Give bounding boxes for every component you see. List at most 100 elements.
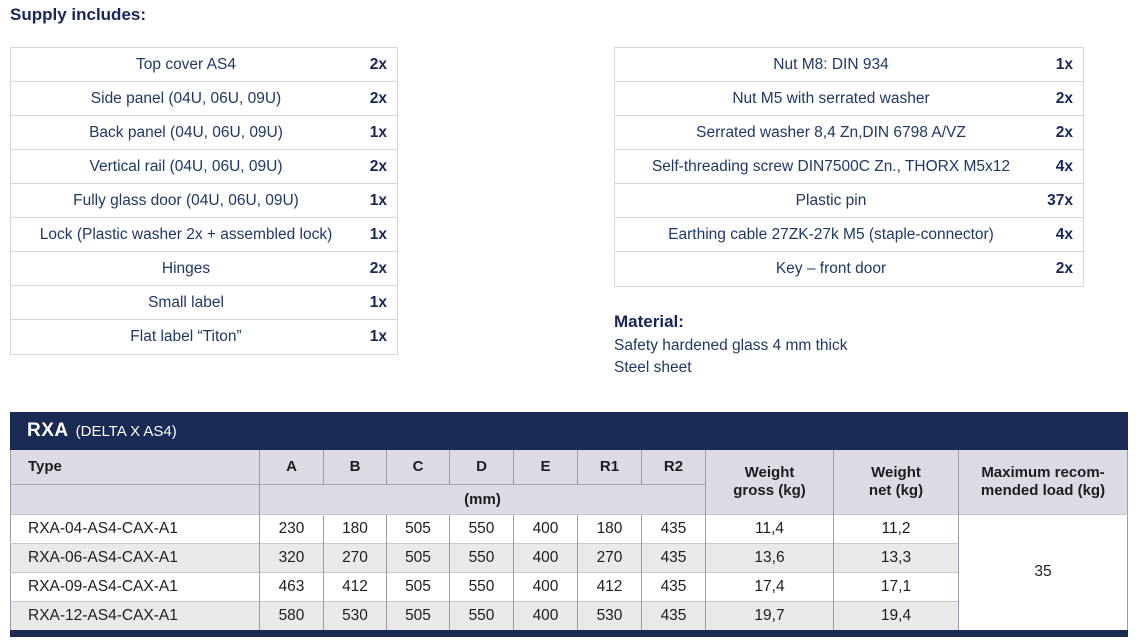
spec-row: RXA-12-AS4-CAX-A1 580 530 505 550 400 530 435 19… xyxy=(10,600,1128,630)
spec-dim-cell: 435 xyxy=(641,571,706,601)
col-header-weight-net: Weight net (kg) xyxy=(833,450,959,514)
spec-dim-cell: 435 xyxy=(641,542,706,572)
max-load-line2: mended load (kg) xyxy=(980,481,1106,499)
spec-dim-cell: 505 xyxy=(386,513,450,543)
spec-dim-cell: 580 xyxy=(259,600,324,630)
supply-item-qty: 1x xyxy=(369,328,387,345)
spec-dim-cell: 505 xyxy=(386,571,450,601)
supply-item-qty: 1x xyxy=(1055,55,1073,73)
supply-item-label: Key – front door xyxy=(775,260,887,277)
page-title: Supply includes: xyxy=(10,5,147,24)
supply-row: Small label 1x xyxy=(11,286,397,320)
supply-item-qty: 2x xyxy=(1055,260,1073,277)
supply-row: Self-threading screw DIN7500C Zn., THORX… xyxy=(615,150,1083,184)
weight-gross-line1: Weight xyxy=(744,463,795,481)
spec-row: RXA-06-AS4-CAX-A1 320 270 505 550 400 270 435 13… xyxy=(10,542,1128,572)
spec-weight-net-cell: 11,2 xyxy=(833,513,959,543)
material-section: Material: Safety hardened glass 4 mm thi… xyxy=(614,312,847,379)
spec-weight-gross-cell: 13,6 xyxy=(705,542,834,572)
supply-item-label: Flat label “Titon” xyxy=(130,328,242,345)
spec-row: RXA-04-AS4-CAX-A1 230 180 505 550 400 180 435 11… xyxy=(10,513,1128,630)
spec-type-cell: RXA-09-AS4-CAX-A1 xyxy=(10,571,260,601)
supply-item-label: Vertical rail (04U, 06U, 09U) xyxy=(89,157,283,175)
unit-header: (mm) xyxy=(259,483,706,514)
supply-item-qty: 1x xyxy=(369,293,387,311)
spec-max-load-cell: 35 xyxy=(958,513,1128,630)
col-header-dim: C xyxy=(386,450,450,484)
spec-dim-cell: 550 xyxy=(449,571,514,601)
supply-item-qty: 1x xyxy=(369,191,387,209)
spec-dim-cell: 530 xyxy=(577,600,642,630)
max-load-line1: Maximum recom- xyxy=(981,463,1105,481)
supply-row: Key – front door 2x xyxy=(615,252,1083,286)
supply-item-label: Nut M5 with serrated washer xyxy=(732,89,930,107)
spec-table-bottom-bar xyxy=(10,630,1128,637)
supply-item-qty: 2x xyxy=(369,89,387,107)
col-header-dim: A xyxy=(259,450,324,484)
spec-dim-cell: 180 xyxy=(577,513,642,543)
supply-item-label: Hinges xyxy=(161,259,211,277)
spec-dim-cell: 435 xyxy=(641,513,706,543)
supply-item-qty: 1x xyxy=(369,123,387,141)
supply-item-qty: 37x xyxy=(1047,191,1073,209)
spec-dim-cell: 550 xyxy=(449,600,514,630)
spec-row: RXA-09-AS4-CAX-A1 463 412 505 550 400 412 435 17… xyxy=(10,571,1128,601)
supply-item-label: Lock (Plastic washer 2x + assembled lock… xyxy=(39,225,333,243)
supply-list-right: Nut M8: DIN 934 1x Nut M5 with serrated wa… xyxy=(614,47,1084,287)
supply-item-qty: 4x xyxy=(1055,157,1073,175)
spec-dim-cell: 270 xyxy=(323,542,387,572)
supply-row: Earthing cable 27ZK-27k M5 (staple-conne… xyxy=(615,218,1083,252)
spec-dim-cell: 412 xyxy=(323,571,387,601)
spec-dim-cell: 180 xyxy=(323,513,387,543)
supply-row: Top cover AS4 2x xyxy=(11,48,397,82)
supply-item-label: Plastic pin xyxy=(795,191,867,209)
weight-gross-line2: gross (kg) xyxy=(733,481,806,499)
supply-row: Lock (Plastic washer 2x + assembled lock… xyxy=(11,218,397,252)
supply-row: Hinges 2x xyxy=(11,252,397,286)
spec-dim-cell: 530 xyxy=(323,600,387,630)
supply-item-qty: 2x xyxy=(369,157,387,175)
spec-dim-cell: 435 xyxy=(641,600,706,630)
spec-weight-net-cell: 13,3 xyxy=(833,542,959,572)
col-header-weight-gross: Weight gross (kg) xyxy=(705,450,834,514)
material-line: Safety hardened glass 4 mm thick xyxy=(614,337,848,354)
supply-item-label: Serrated washer 8,4 Zn,DIN 6798 A/VZ xyxy=(696,123,966,141)
spec-dim-cell: 505 xyxy=(386,542,450,572)
supply-item-label: Small label xyxy=(148,293,224,311)
col-header-dim: R2 xyxy=(641,450,706,484)
material-line: Steel sheet xyxy=(614,359,692,376)
col-header-dim: D xyxy=(449,450,514,484)
spec-dim-cell: 400 xyxy=(513,542,578,572)
spec-dim-cell: 270 xyxy=(577,542,642,572)
supply-item-label: Side panel (04U, 06U, 09U) xyxy=(90,89,282,107)
spec-dim-cell: 230 xyxy=(259,513,324,543)
supply-row: Nut M8: DIN 934 1x xyxy=(615,48,1083,82)
spec-dim-cell: 550 xyxy=(449,542,514,572)
supply-list-left: Top cover AS4 2x Side panel (04U, 06U, 09U… xyxy=(10,47,398,355)
col-header-dim: R1 xyxy=(577,450,642,484)
supply-item-label: Nut M8: DIN 934 xyxy=(773,55,889,73)
supply-row: Nut M5 with serrated washer 2x xyxy=(615,82,1083,116)
spec-weight-net-cell: 19,4 xyxy=(833,600,959,630)
spec-weight-net-cell: 17,1 xyxy=(833,571,959,601)
supply-item-qty: 2x xyxy=(369,55,387,73)
supply-item-label: Earthing cable 27ZK-27k M5 (staple-conne… xyxy=(668,225,994,243)
spec-weight-gross-cell: 11,4 xyxy=(705,513,834,543)
spec-table-title: RXA xyxy=(27,420,69,441)
spec-table-titlebar: RXA (DELTA X AS4) xyxy=(10,412,1128,450)
supply-row: Serrated washer 8,4 Zn,DIN 6798 A/VZ 2x xyxy=(615,116,1083,150)
spec-type-cell: RXA-06-AS4-CAX-A1 xyxy=(10,542,260,572)
supply-item-qty: 1x xyxy=(369,225,387,243)
spec-dim-cell: 550 xyxy=(449,513,514,543)
supply-row: Plastic pin 37x xyxy=(615,184,1083,218)
col-header-dim: B xyxy=(323,450,387,484)
supply-row: Flat label “Titon” 1x xyxy=(11,320,397,354)
supply-item-qty: 4x xyxy=(1055,225,1073,243)
spec-table: Type A B C D E R1 R2 Weight gross (kg) W… xyxy=(10,450,1128,630)
spec-weight-gross-cell: 17,4 xyxy=(705,571,834,601)
supply-item-label: Fully glass door (04U, 06U, 09U) xyxy=(73,191,299,209)
spec-dim-cell: 400 xyxy=(513,513,578,543)
supply-item-qty: 2x xyxy=(369,259,387,277)
supply-item-label: Back panel (04U, 06U, 09U) xyxy=(89,123,283,141)
col-header-empty xyxy=(10,483,260,514)
